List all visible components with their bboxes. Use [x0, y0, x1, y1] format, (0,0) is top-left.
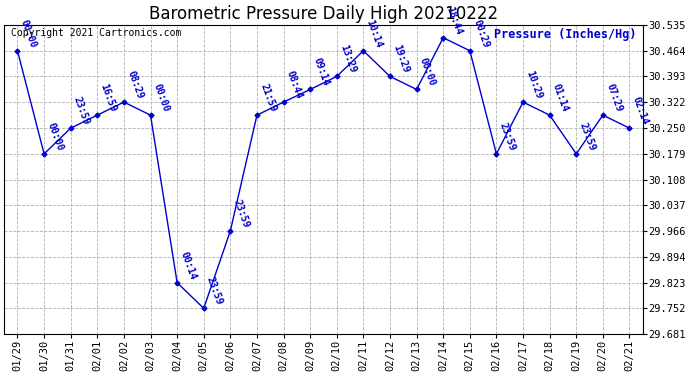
- Text: 01:14: 01:14: [551, 82, 571, 113]
- Text: 07:29: 07:29: [604, 82, 624, 113]
- Text: 19:29: 19:29: [391, 44, 411, 75]
- Text: Pressure (Inches/Hg): Pressure (Inches/Hg): [494, 28, 636, 41]
- Text: 09:14: 09:14: [311, 57, 331, 88]
- Title: Barometric Pressure Daily High 20210222: Barometric Pressure Daily High 20210222: [149, 6, 498, 24]
- Text: 23:59: 23:59: [578, 121, 597, 152]
- Text: 00:00: 00:00: [152, 82, 171, 113]
- Text: 08:44: 08:44: [285, 69, 304, 100]
- Text: 00:14: 00:14: [179, 250, 198, 281]
- Text: Copyright 2021 Cartronics.com: Copyright 2021 Cartronics.com: [10, 28, 181, 38]
- Text: 23:59: 23:59: [205, 276, 224, 306]
- Text: 00:00: 00:00: [418, 57, 437, 88]
- Text: 00:00: 00:00: [19, 18, 38, 49]
- Text: 18:44: 18:44: [444, 5, 464, 36]
- Text: 23:59: 23:59: [232, 198, 251, 229]
- Text: 13:29: 13:29: [338, 44, 357, 75]
- Text: 08:29: 08:29: [126, 69, 145, 100]
- Text: 10:14: 10:14: [365, 18, 384, 49]
- Text: 02:14: 02:14: [631, 95, 650, 126]
- Text: 00:29: 00:29: [471, 18, 491, 49]
- Text: 23:59: 23:59: [72, 95, 92, 126]
- Text: 00:00: 00:00: [46, 121, 65, 152]
- Text: 10:29: 10:29: [524, 69, 544, 100]
- Text: 16:59: 16:59: [99, 82, 118, 113]
- Text: 23:59: 23:59: [497, 121, 518, 152]
- Text: 21:59: 21:59: [258, 82, 277, 113]
